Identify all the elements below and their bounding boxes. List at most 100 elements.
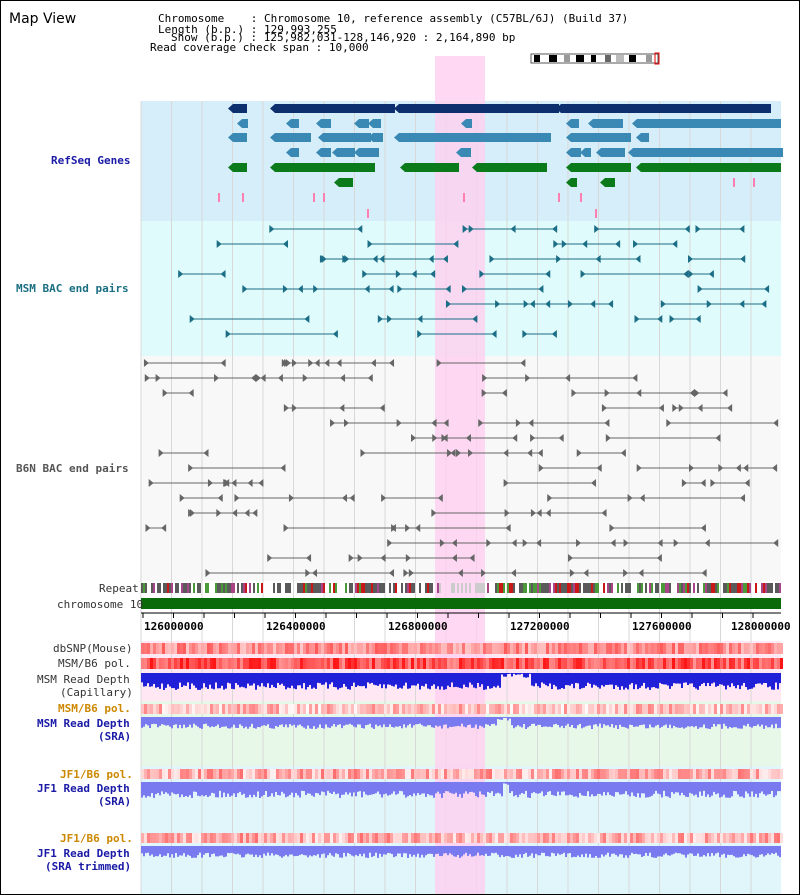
bac-end-mark: [304, 315, 310, 323]
polymorphism-cell: [285, 704, 288, 714]
repeat-element: [409, 583, 411, 593]
polymorphism-cell: [387, 833, 390, 843]
polymorphism-cell: [339, 658, 342, 669]
repeat-element: [573, 583, 575, 593]
polymorphism-cell: [162, 643, 165, 654]
bac-end-mark: [632, 374, 638, 382]
polymorphism-cell: [531, 643, 534, 654]
gene-arrow: [286, 148, 291, 157]
bac-end-mark: [558, 434, 564, 442]
polymorphism-cell: [489, 643, 492, 654]
polymorphism-cell: [750, 704, 753, 714]
polymorphism-cell: [531, 833, 534, 843]
depth-bar: [251, 782, 253, 798]
pseudogene-mark: [595, 209, 597, 218]
depth-bar: [241, 846, 243, 858]
depth-bar: [719, 782, 721, 798]
polymorphism-cell: [765, 643, 768, 654]
polymorphism-cell: [534, 833, 537, 843]
depth-bar: [247, 673, 249, 684]
depth-bar: [327, 782, 329, 791]
polymorphism-cell: [456, 769, 459, 779]
track-label-b6n-bac[interactable]: B6N BAC end pairs: [16, 462, 129, 475]
repeat-element: [529, 583, 531, 593]
depth-bar: [511, 782, 513, 792]
depth-bar: [615, 673, 617, 686]
polymorphism-cell: [657, 658, 660, 669]
bac-end-mark: [666, 419, 672, 427]
track-label-refseq[interactable]: RefSeq Genes: [51, 154, 131, 167]
depth-bar: [735, 846, 737, 858]
polymorphism-cell: [264, 658, 267, 669]
repeat-element: [145, 583, 147, 593]
depth-bar: [393, 717, 395, 728]
depth-bar: [201, 782, 203, 796]
depth-bar: [159, 782, 161, 796]
depth-bar: [243, 782, 245, 794]
depth-bar: [351, 782, 353, 797]
track-label-repeat: Repeat: [99, 582, 139, 595]
depth-bar: [547, 673, 549, 687]
polymorphism-cell: [555, 704, 558, 714]
polymorphism-cell: [543, 769, 546, 779]
polymorphism-cell: [339, 769, 342, 779]
depth-bar: [663, 673, 665, 685]
polymorphism-cell: [615, 704, 618, 714]
polymorphism-cell: [705, 658, 708, 669]
depth-bar: [203, 717, 205, 725]
depth-bar: [277, 717, 279, 727]
depth-bar: [715, 846, 717, 854]
polymorphism-cell: [501, 643, 504, 654]
polymorphism-cell: [465, 704, 468, 714]
depth-bar: [517, 717, 519, 726]
depth-bar: [631, 782, 633, 793]
depth-bar: [545, 782, 547, 795]
depth-bar: [301, 673, 303, 689]
depth-bar: [629, 846, 631, 856]
track-label-msm-bac[interactable]: MSM BAC end pairs: [16, 282, 129, 295]
polymorphism-cell: [198, 769, 201, 779]
polymorphism-cell: [744, 769, 747, 779]
gene-arrow: [318, 133, 323, 142]
polymorphism-cell: [147, 658, 150, 669]
polymorphism-cell: [336, 704, 339, 714]
bac-end-mark: [161, 524, 167, 532]
depth-bar: [333, 846, 335, 857]
polymorphism-cell: [597, 704, 600, 714]
depth-bar: [457, 673, 459, 688]
depth-bar: [363, 846, 365, 854]
polymorphism-cell: [762, 658, 765, 669]
polymorphism-cell: [603, 658, 606, 669]
depth-bar: [555, 782, 557, 797]
depth-bar: [511, 673, 513, 677]
depth-bar: [761, 846, 763, 855]
track-label-jf1-sra-suffix: (SRA): [98, 795, 132, 808]
depth-bar: [175, 782, 177, 795]
polymorphism-cell: [222, 769, 225, 779]
polymorphism-cell: [600, 704, 603, 714]
depth-bar: [511, 717, 513, 726]
gene-arrow: [628, 148, 633, 157]
polymorphism-cell: [747, 643, 750, 654]
depth-bar: [223, 782, 225, 793]
ideogram-band: [646, 55, 652, 62]
polymorphism-cell: [513, 658, 516, 669]
polymorphism-cell: [750, 643, 753, 654]
depth-bar: [203, 782, 205, 797]
polymorphism-cell: [495, 833, 498, 843]
depth-bar: [291, 846, 293, 855]
depth-bar: [335, 782, 337, 795]
polymorphism-cell: [618, 704, 621, 714]
bac-end-mark: [739, 225, 745, 233]
depth-bar: [723, 673, 725, 686]
polymorphism-cell: [654, 833, 657, 843]
polymorphism-cell: [621, 704, 624, 714]
polymorphism-cell: [642, 704, 645, 714]
bac-end-mark: [417, 330, 423, 338]
depth-bar: [261, 782, 263, 797]
depth-bar: [297, 717, 299, 726]
polymorphism-cell: [198, 833, 201, 843]
repeat-element: [313, 583, 315, 593]
depth-bar: [469, 782, 471, 793]
